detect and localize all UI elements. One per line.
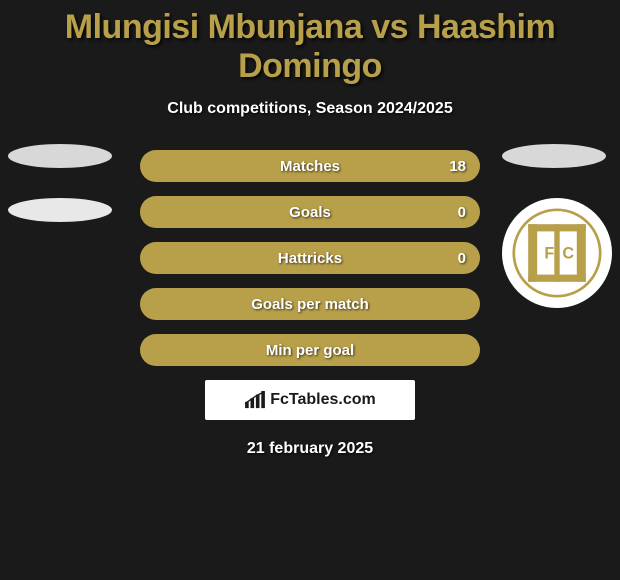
- stat-label: Goals per match: [251, 296, 369, 313]
- svg-text:F: F: [544, 244, 554, 262]
- stat-label: Goals: [289, 204, 331, 221]
- club-logo: F C: [502, 198, 612, 308]
- left-ellipse-1: [8, 144, 112, 168]
- stat-row-hattricks: Hattricks 0: [140, 242, 480, 274]
- club-crest-icon: F C: [512, 208, 602, 298]
- stat-label: Min per goal: [266, 342, 354, 359]
- stat-label: Hattricks: [278, 250, 342, 267]
- right-player-badges: F C: [502, 144, 612, 308]
- stat-row-goals-per-match: Goals per match: [140, 288, 480, 320]
- stat-label: Matches: [280, 158, 340, 175]
- stat-right-value: 0: [458, 204, 466, 221]
- stat-row-goals: Goals 0: [140, 196, 480, 228]
- date-label: 21 february 2025: [0, 440, 620, 458]
- page-title: Mlungisi Mbunjana vs Haashim Domingo: [0, 0, 620, 86]
- svg-text:C: C: [562, 244, 574, 262]
- stat-row-matches: Matches 18: [140, 150, 480, 182]
- stat-right-value: 18: [449, 158, 466, 175]
- stat-rows: Matches 18 Goals 0 Hattricks 0 Goals per…: [140, 150, 480, 366]
- stat-row-min-per-goal: Min per goal: [140, 334, 480, 366]
- left-player-badges: [8, 144, 112, 252]
- stats-area: F C Matches 18 Goals 0 Hattricks 0 Goals…: [0, 150, 620, 458]
- right-ellipse: [502, 144, 606, 168]
- bar-chart-icon: [244, 391, 266, 409]
- branding-text: FcTables.com: [270, 391, 376, 409]
- left-ellipse-2: [8, 198, 112, 222]
- subtitle: Club competitions, Season 2024/2025: [0, 100, 620, 118]
- stat-right-value: 0: [458, 250, 466, 267]
- branding-badge: FcTables.com: [205, 380, 415, 420]
